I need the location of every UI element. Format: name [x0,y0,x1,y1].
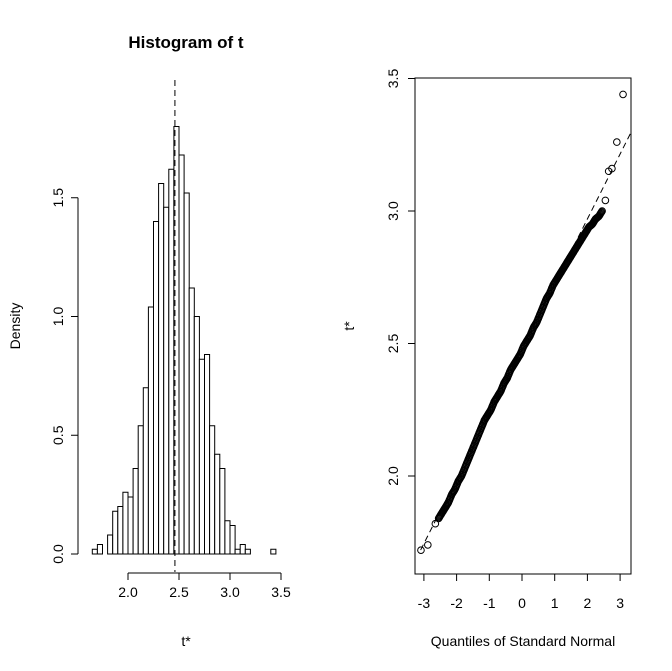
histogram-bar-14 [163,206,170,555]
histogram-bar-30 [244,548,251,555]
histogram-x-tick-label-1: 2.5 [169,584,189,600]
histogram-x-tick-label-2: 3.0 [220,584,240,600]
qq-y-tick-label-0: 2.0 [385,466,401,486]
histogram-bar-28 [234,548,241,555]
histogram-y-tick-label-1: 0.5 [50,425,66,445]
histogram-bar-20 [193,316,200,555]
qq-y-axis: 2.0 2.5 3.0 3.5 [385,69,416,486]
histogram-title: Histogram of t [128,33,244,52]
qq-x-tick-label-0: -3 [418,595,431,611]
histogram-bar-19 [188,287,195,555]
histogram-x-axis-label: t* [181,633,191,649]
histogram-bar-7 [127,496,134,555]
histogram-bars [91,126,277,555]
qq-point-58 [619,90,627,99]
histogram-bar-22 [204,354,211,555]
histogram-bar-9 [137,425,144,555]
histogram-bar-17 [178,154,185,555]
qq-point-54 [601,196,610,205]
histogram-bar-10 [142,387,149,555]
qq-point-1 [424,541,432,549]
histogram-x-tick-label-3: 3.5 [271,584,291,600]
qq-x-tick-label-4: 1 [551,595,559,611]
qq-points [417,90,627,555]
histogram-bar-29 [239,544,246,555]
qq-y-axis-label: t* [341,321,357,331]
qq-point-2 [431,519,440,528]
histogram-panel: Histogram of t 2.0 2.5 3.0 3.5 0.0 0.5 1.0 1.5… [7,33,291,649]
histogram-bar-3 [107,534,114,555]
qq-point-0 [417,546,425,555]
histogram-bar-27 [229,525,236,555]
histogram-bar-13 [158,183,165,555]
qq-y-tick-label-3: 3.5 [385,69,401,89]
histogram-bar-6 [122,491,129,555]
histogram-bar-35 [270,548,277,555]
histogram-bar-0 [91,548,98,555]
histogram-bar-5 [117,506,124,555]
histogram-bar-26 [224,520,231,555]
qq-y-tick-label-2: 3.0 [385,201,401,221]
histogram-bar-11 [147,306,154,555]
qq-x-tick-label-2: -1 [483,595,496,611]
histogram-bar-1 [96,544,104,555]
qq-x-tick-label-3: 0 [518,595,526,611]
histogram-bar-12 [153,221,160,555]
qq-y-tick-label-1: 2.5 [385,334,401,354]
qq-plot-panel: -3 -2 -1 0 1 2 3 2.0 2.5 3.0 3.5 Quantiles of Sta… [341,69,632,649]
histogram-bar-21 [198,358,205,555]
qq-x-axis-label: Quantiles of Standard Normal [431,633,615,649]
qq-x-tick-label-6: 3 [616,595,624,611]
histogram-bar-18 [183,192,190,555]
histogram-y-axis-label: Density [7,303,23,350]
histogram-bar-24 [214,453,221,555]
histogram-x-axis: 2.0 2.5 3.0 3.5 [118,572,291,600]
qq-x-tick-label-5: 2 [584,595,592,611]
histogram-y-tick-label-0: 0.0 [50,544,66,564]
histogram-bar-23 [209,425,216,555]
qq-x-tick-label-1: -2 [450,595,463,611]
qq-point-57 [613,138,621,146]
histogram-bar-8 [132,468,139,555]
histogram-y-tick-label-2: 1.0 [50,307,66,327]
histogram-bar-4 [112,510,119,555]
histogram-y-axis: 0.0 0.5 1.0 1.5 [50,188,79,564]
histogram-y-tick-label-3: 1.5 [50,188,66,208]
qq-point-56 [608,164,616,173]
qq-point-fill-52-5 [597,208,606,216]
histogram-x-tick-label-0: 2.0 [118,584,138,600]
qq-x-axis: -3 -2 -1 0 1 2 3 [418,573,624,611]
histogram-bar-25 [219,468,226,555]
histogram-bar-15 [168,168,175,555]
